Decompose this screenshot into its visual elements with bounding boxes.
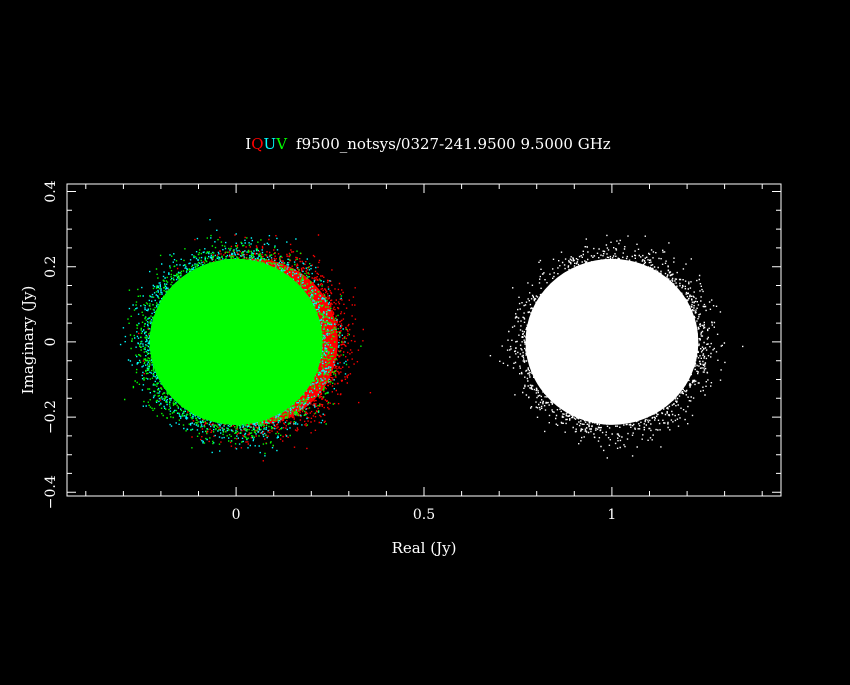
y-tick-label: −0.2	[43, 400, 59, 434]
stokes-label-q: Q	[251, 135, 263, 153]
series-3-core	[525, 258, 699, 425]
scatter-points	[119, 219, 744, 462]
x-ticks	[85, 184, 763, 496]
x-tick-label: 1	[607, 507, 616, 523]
y-tick-label: 0.2	[43, 256, 59, 278]
x-tick-label: 0.5	[413, 507, 435, 523]
series-2-core	[149, 258, 323, 425]
chart-title: IQUV f9500_notsys/0327-241.9500 9.5000 GH…	[245, 135, 611, 153]
axes	[66, 183, 782, 497]
y-axis-label: Imaginary (Jy)	[19, 286, 37, 395]
y-tick-label: −0.4	[43, 475, 59, 509]
stokes-label-u: U	[264, 135, 277, 153]
tick-labels: 0 0.5 1 −0.4 −0.2 0 0.2 0.4	[43, 180, 616, 523]
stokes-label-i: I	[245, 135, 251, 153]
series-2	[124, 234, 362, 455]
x-axis-label: Real (Jy)	[392, 539, 457, 557]
series-0-points	[138, 234, 372, 462]
title-text: f9500_notsys/0327-241.9500 9.5000 GHz	[296, 135, 611, 153]
stokes-label-v: V	[275, 135, 288, 153]
y-ticks	[67, 191, 781, 493]
y-tick-label: 0	[43, 337, 59, 346]
series-3	[489, 234, 744, 459]
y-tick-label: 0.4	[43, 180, 59, 202]
x-tick-label: 0	[232, 507, 241, 523]
